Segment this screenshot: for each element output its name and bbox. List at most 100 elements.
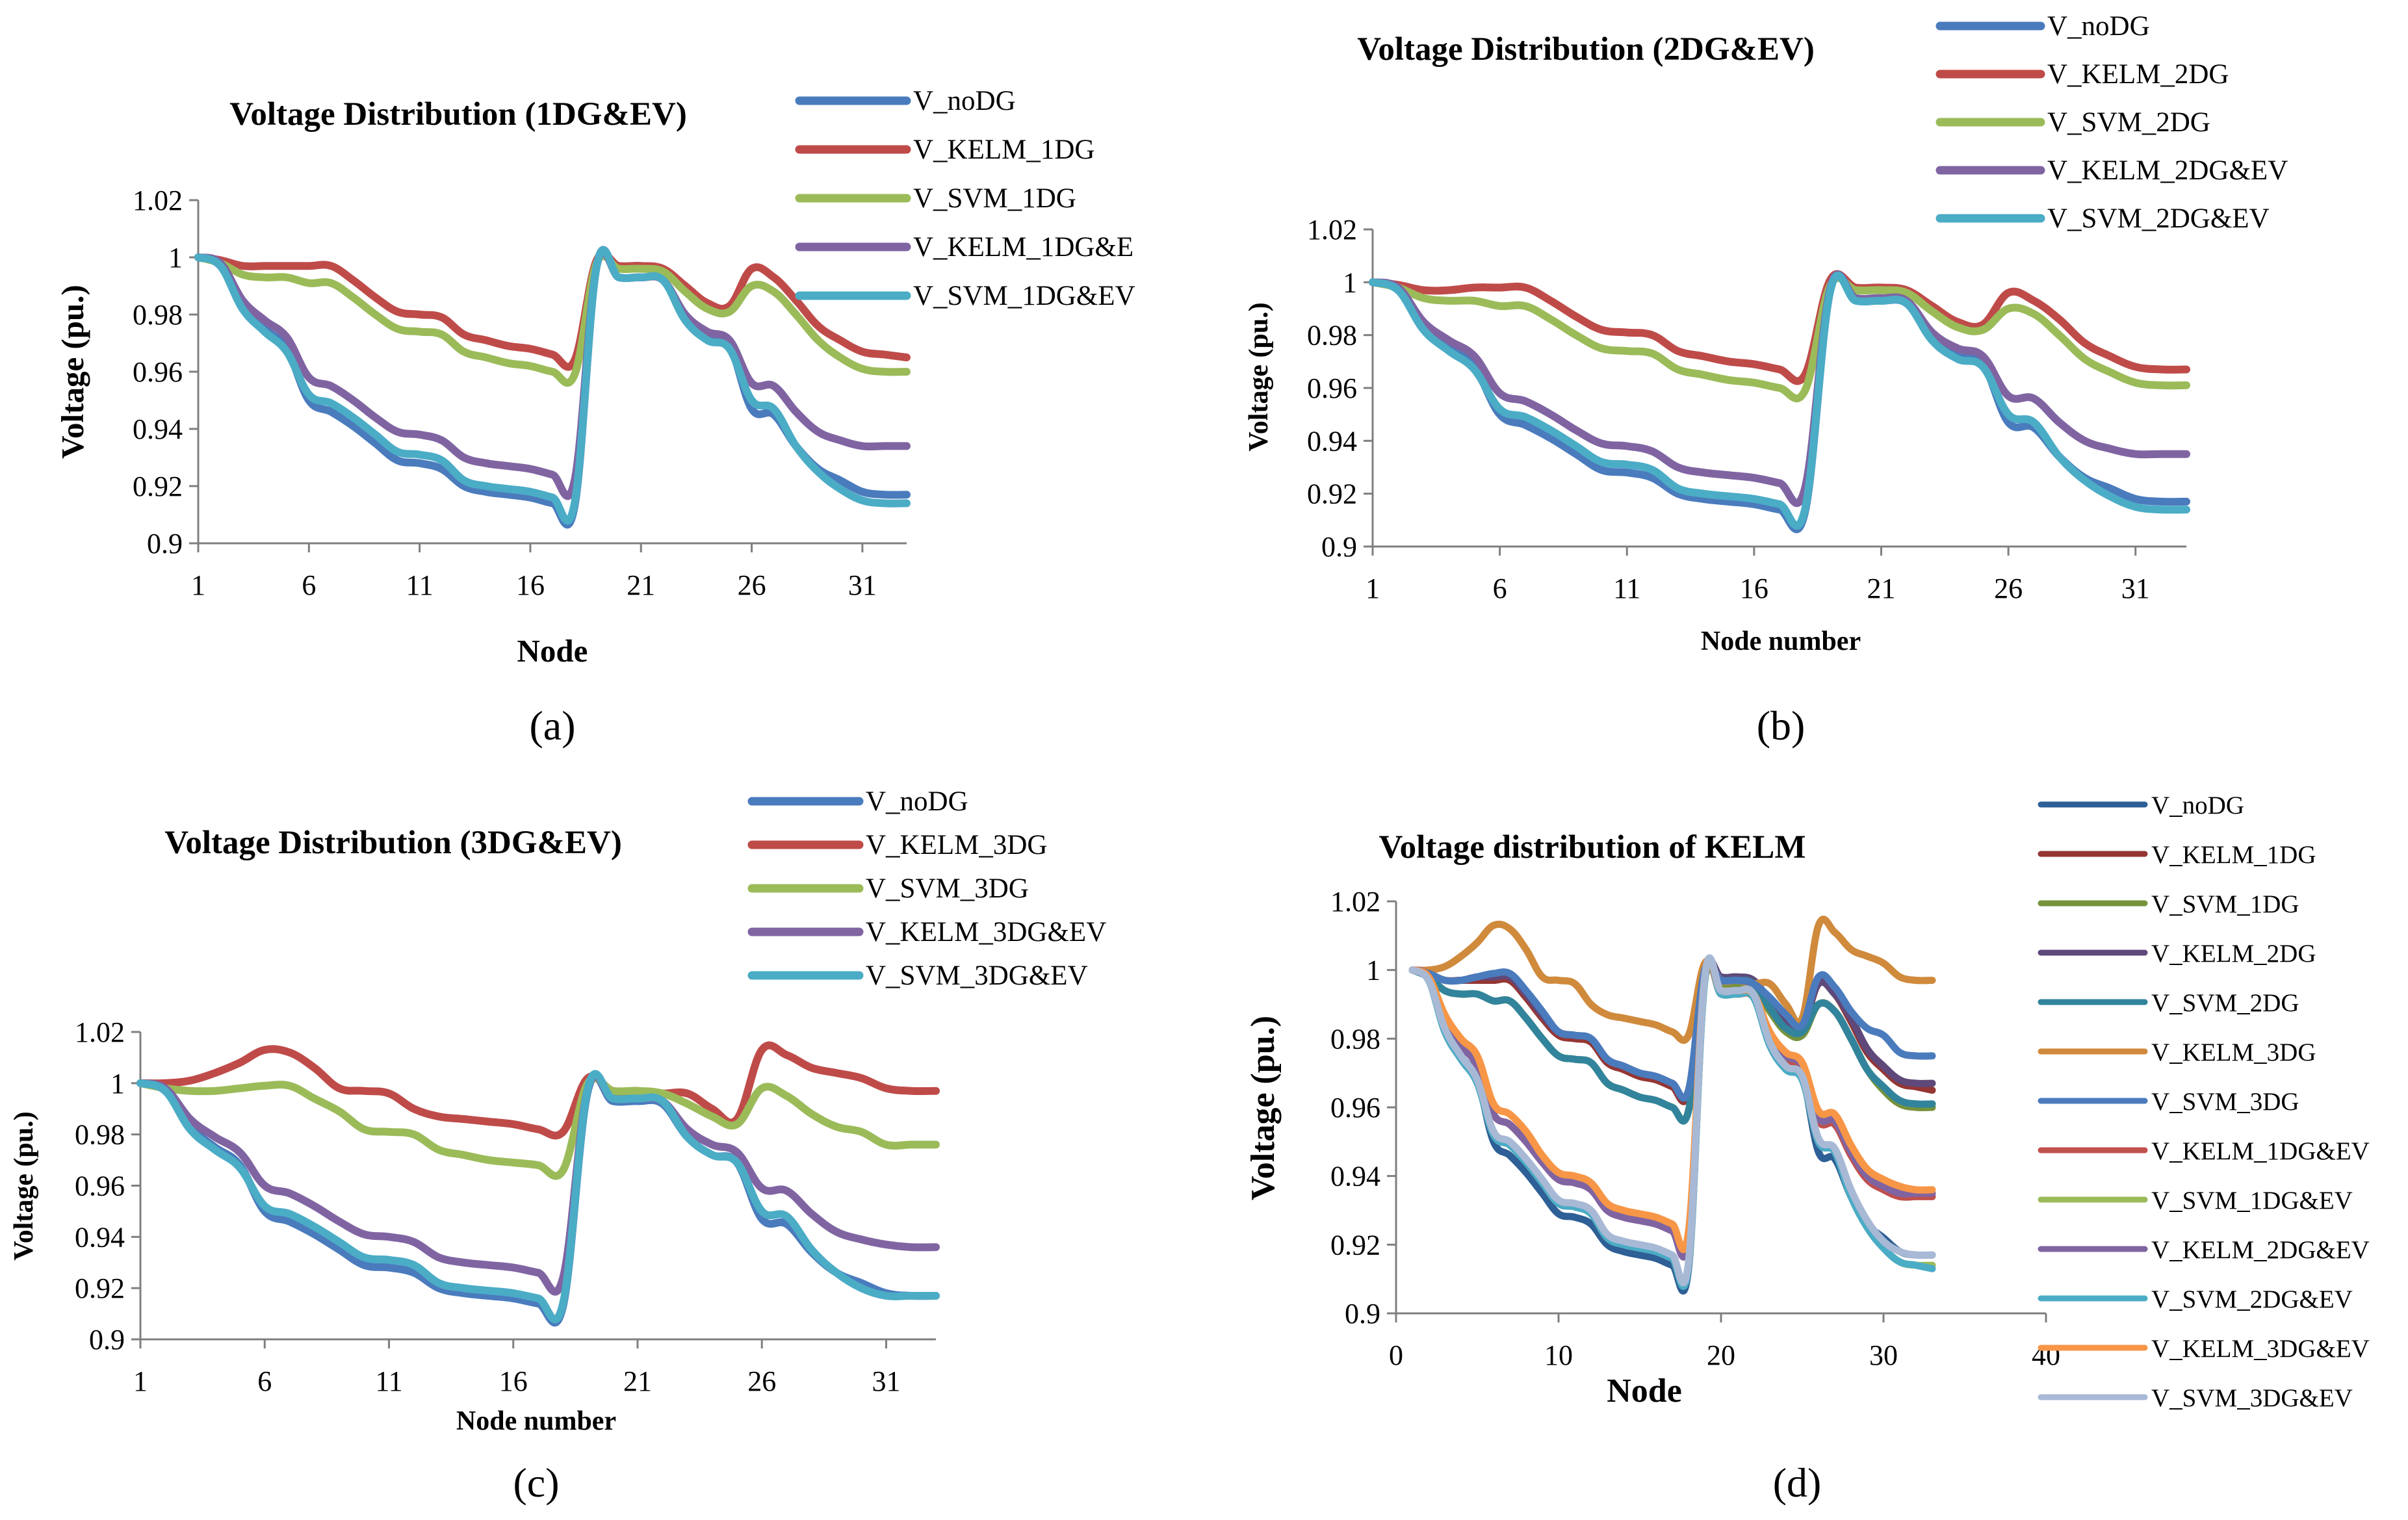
x-tick-label: 6 <box>302 569 316 601</box>
series-line-v-svm-3dg <box>1408 959 1936 1102</box>
legend-label: V_KELM_2DG&EV <box>2047 155 2288 186</box>
legend-label: V_KELM_2DG&EV <box>2151 1236 2370 1264</box>
y-tick-label: 0.94 <box>133 413 183 445</box>
x-tick-label: 26 <box>747 1365 776 1397</box>
x-tick-label: 31 <box>2121 573 2150 604</box>
y-tick-label: 0.9 <box>89 1324 125 1356</box>
legend-label: V_SVM_1DG <box>913 183 1076 214</box>
x-tick-label: 11 <box>1613 573 1640 604</box>
series-line-v-kelm-3dg-ev <box>1408 957 1936 1254</box>
x-tick-label: 16 <box>1740 573 1768 604</box>
y-tick-label: 1.02 <box>1330 886 1380 918</box>
y-tick-label: 1 <box>1343 266 1357 298</box>
legend-label: V_SVM_2DG <box>2151 989 2299 1017</box>
y-tick-label: 0.96 <box>133 356 183 388</box>
chart-title: Voltage distribution of KELM <box>1379 829 1806 866</box>
legend: V_noDG V_KELM_2DG V_SVM_2DG V_KELM_2DG&EV V_… <box>1935 11 2288 234</box>
legend-label: V_SVM_1DG&EV <box>913 281 1135 311</box>
legend-label: V_KELM_3DG&EV <box>866 917 1106 947</box>
legend-label: V_SVM_1DG <box>2151 890 2299 918</box>
x-tick-label: 21 <box>1867 573 1896 604</box>
x-tick-label: 31 <box>872 1365 901 1397</box>
y-tick-label: 0.94 <box>1307 425 1357 457</box>
y-axis-label: Voltage (pu.) <box>9 1111 39 1260</box>
series-line-v-kelm-3dg <box>1408 916 1936 1044</box>
series-line-v-svm-3dg-ev <box>136 1070 940 1324</box>
y-tick-label: 0.92 <box>133 470 183 502</box>
x-tick-label: 1 <box>191 569 205 601</box>
y-tick-label: 1 <box>168 242 183 274</box>
legend-label: V_SVM_2DG&EV <box>2047 203 2270 234</box>
x-axis-label: Node <box>517 633 588 669</box>
x-tick-label: 30 <box>1869 1339 1898 1371</box>
x-axis-label: Node <box>1607 1372 1682 1410</box>
y-tick-label: 0.96 <box>1307 372 1357 404</box>
series-line-v-svm-3dg <box>136 1074 940 1180</box>
x-tick-label: 20 <box>1707 1339 1735 1371</box>
panel-caption: (d) <box>1773 1460 1822 1506</box>
series-line-v-svm-2dg-ev <box>1369 272 2190 530</box>
x-tick-label: 10 <box>1544 1339 1573 1371</box>
x-axis-label: Node number <box>456 1406 616 1436</box>
series-line-v-kelm-1dg <box>194 250 911 371</box>
x-tick-label: 40 <box>2032 1339 2060 1371</box>
y-tick-label: 0.92 <box>1330 1229 1380 1261</box>
y-tick-label: 0.94 <box>75 1221 125 1253</box>
series-line-v-kelm-3dg <box>136 1041 940 1140</box>
series-line-v-svm-1dg-ev <box>194 246 911 525</box>
chart-d: Voltage distribution of KELM 0.9 0.92 0.94 0… <box>1245 792 2370 1506</box>
series-line-v-svm-2dg <box>1408 960 1936 1125</box>
series-line-v-kelm-2dg-ev <box>1369 270 2190 508</box>
y-tick-label: 1.02 <box>133 185 183 216</box>
y-axis-label: Voltage (pu.) <box>1245 1016 1282 1200</box>
x-tick-label: 21 <box>623 1365 652 1397</box>
y-tick-label: 0.98 <box>1307 320 1357 352</box>
legend-label: V_KELM_3DG <box>2151 1038 2316 1066</box>
chart-title: Voltage Distribution (1DG&EV) <box>229 96 687 133</box>
y-axis-label: Voltage (pu.) <box>1244 302 1274 451</box>
panel-caption: (c) <box>513 1460 559 1506</box>
chart-a: Voltage Distribution (1DG&EV) 0.9 0.92 0.94… <box>55 86 1135 749</box>
x-tick-label: 1 <box>1366 573 1380 604</box>
legend-label: V_KELM_1DG&E <box>913 232 1133 263</box>
x-tick-label: 0 <box>1389 1339 1403 1371</box>
chart-b: Voltage Distribution (2DG&EV) 0.9 0.92 0.94… <box>1244 11 2288 749</box>
legend-label: V_KELM_1DG <box>2151 841 2316 869</box>
legend-label: V_noDG <box>2151 792 2244 819</box>
y-tick-label: 0.96 <box>1330 1092 1380 1124</box>
y-tick-label: 0.98 <box>1330 1023 1380 1055</box>
legend: V_noDG V_KELM_1DG V_SVM_1DG V_KELM_1DG&E V_S… <box>795 86 1135 311</box>
y-tick-label: 0.92 <box>1307 478 1357 510</box>
series-line-v-svm-2dg <box>1369 274 2190 403</box>
series-line-v-kelm-3dg-ev <box>136 1072 940 1296</box>
legend-label: V_KELM_2DG <box>2047 59 2229 90</box>
legend-label: V_KELM_1DG&EV <box>2151 1137 2370 1165</box>
legend-label: V_SVM_3DG&EV <box>2151 1384 2353 1412</box>
legend-label: V_noDG <box>2047 11 2150 42</box>
legend-label: V_SVM_3DG <box>866 873 1029 904</box>
chart-title: Voltage Distribution (2DG&EV) <box>1357 31 1815 68</box>
x-tick-label: 31 <box>848 569 877 601</box>
panel-caption: (b) <box>1757 702 1806 749</box>
panel-caption: (a) <box>529 702 575 749</box>
legend-label: V_KELM_3DG&EV <box>2151 1335 2370 1363</box>
x-tick-label: 11 <box>375 1365 402 1397</box>
legend: V_noDG V_KELM_1DG V_SVM_1DG V_KELM_2DG V_SVM… <box>2038 792 2370 1412</box>
x-tick-label: 16 <box>516 569 545 601</box>
x-axis-label: Node number <box>1701 626 1861 656</box>
legend-label: V_KELM_2DG <box>2151 940 2316 968</box>
y-tick-label: 0.92 <box>75 1272 125 1304</box>
legend-label: V_SVM_2DG <box>2047 107 2210 138</box>
y-tick-label: 0.98 <box>75 1119 125 1151</box>
y-tick-label: 0.9 <box>1321 531 1357 563</box>
chart-title: Voltage Distribution (3DG&EV) <box>164 825 622 861</box>
legend-label: V_noDG <box>866 786 968 817</box>
y-tick-label: 1.02 <box>75 1016 125 1048</box>
y-axis-label: Voltage (pu.) <box>55 285 90 459</box>
series-line-v-svm-3dg-ev <box>1408 954 1936 1287</box>
x-tick-label: 21 <box>627 569 655 601</box>
x-tick-label: 16 <box>499 1365 528 1397</box>
legend-label: V_noDG <box>913 86 1016 116</box>
y-tick-label: 0.96 <box>75 1170 125 1202</box>
y-tick-label: 0.9 <box>147 528 183 560</box>
